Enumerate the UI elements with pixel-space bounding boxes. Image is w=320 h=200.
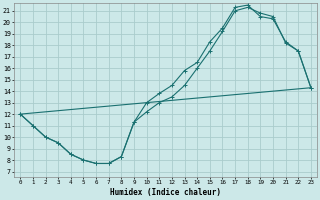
X-axis label: Humidex (Indice chaleur): Humidex (Indice chaleur) [110, 188, 221, 197]
